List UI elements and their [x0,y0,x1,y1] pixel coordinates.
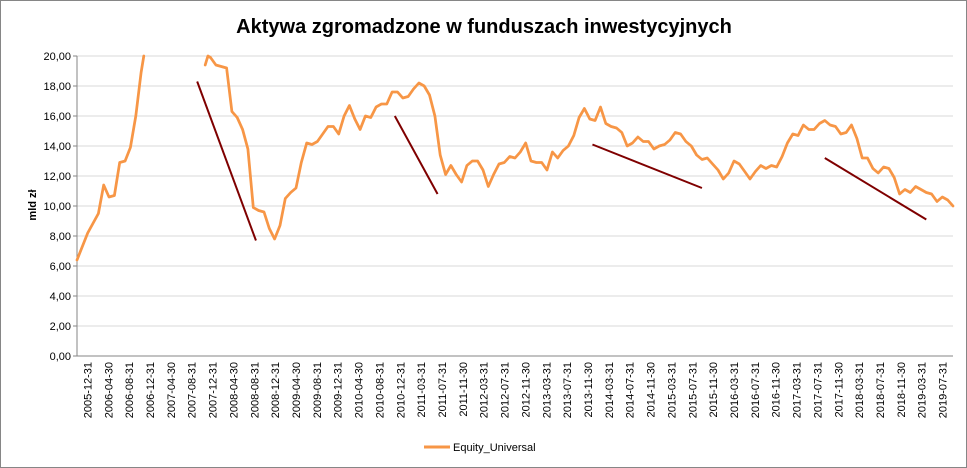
x-tick-label: 2018-11-30 [896,362,908,417]
x-tick-label: 2019-07-31 [938,362,950,418]
trend-line [393,115,439,195]
x-tick-label: 2018-03-31 [854,362,866,418]
x-tick-label: 2012-07-31 [500,362,512,418]
x-tick-label: 2009-04-30 [291,362,303,418]
legend-label: Equity_Universal [453,442,536,454]
y-tick-label: 12,00 [43,171,71,183]
x-tick-label: 2011-11-30 [458,362,470,417]
x-tick-label: 2011-07-31 [437,362,449,417]
x-tick-label: 2017-07-31 [812,362,824,418]
x-tick-label: 2016-11-30 [771,362,783,417]
x-tick-label: 2009-12-31 [333,362,345,418]
y-tick-label: 16,00 [43,111,71,123]
x-tick-label: 2014-07-31 [625,362,637,418]
x-tick-label: 2015-11-30 [708,362,720,417]
x-tick-label: 2014-03-31 [604,362,616,418]
y-tick-label: 20,00 [43,51,71,63]
x-tick-label: 2014-11-30 [646,362,658,417]
x-tick-label: 2015-03-31 [666,362,678,418]
x-tick-label: 2007-08-31 [187,362,199,418]
x-tick-label: 2012-03-31 [479,362,491,418]
x-tick-label: 2017-03-31 [792,362,804,418]
legend: Equity_Universal [424,442,536,454]
x-tick-label: 2006-04-30 [103,362,115,418]
x-tick-label: 2016-07-31 [750,362,762,418]
x-tick-label: 2013-03-31 [541,362,553,418]
chart-title: Aktywa zgromadzone w funduszach inwestyc… [236,16,732,38]
axes [76,56,953,357]
y-tick-label: 10,00 [43,201,71,213]
y-tick-label: 18,00 [43,81,71,93]
x-tick-label: 2009-08-31 [312,362,324,418]
trend-line [824,157,927,221]
x-tick-label: 2008-12-31 [270,362,282,418]
y-tick-label: 0,00 [50,351,71,363]
series-line [203,54,955,241]
trend-line [196,81,257,241]
x-tick-label: 2007-12-31 [208,362,220,418]
y-tick-label: 6,00 [50,261,71,273]
y-tick-labels: 0,00 2,00 4,00 6,00 8,00 10,00 12,00 14,00 16,00… [43,51,77,363]
x-tick-labels: 2005-12-31 2006-04-30 2006-08-31 2006-12-31… [82,362,949,418]
x-tick-label: 2010-04-30 [354,362,366,418]
trend-lines [196,81,927,241]
y-tick-label: 8,00 [50,231,71,243]
series-line [75,54,146,262]
x-tick-label: 2006-12-31 [145,362,157,418]
gridlines [77,55,953,327]
x-tick-label: 2005-12-31 [82,362,94,418]
y-axis-label: mld zł [27,189,39,220]
x-tick-label: 2010-08-31 [374,362,386,418]
series-lines [75,54,955,262]
x-tick-label: 2017-11-30 [833,362,845,417]
trend-line [592,143,703,189]
y-tick-label: 4,00 [50,291,71,303]
x-tick-label: 2010-12-31 [395,362,407,418]
x-tick-label: 2016-03-31 [729,362,741,418]
x-tick-label: 2013-11-30 [583,362,595,417]
x-tick-label: 2015-07-31 [687,362,699,418]
x-tick-label: 2011-03-31 [416,362,428,417]
x-tick-label: 2006-08-31 [124,362,136,418]
x-tick-label: 2019-03-31 [917,362,929,418]
y-tick-label: 14,00 [43,141,71,153]
x-tick-label: 2012-11-30 [520,362,532,417]
x-tick-label: 2013-07-31 [562,362,574,418]
y-tick-label: 2,00 [50,321,71,333]
x-tick-label: 2018-07-31 [875,362,887,418]
x-tick-label: 2008-08-31 [249,362,261,418]
x-tick-label: 2007-04-30 [166,362,178,418]
x-tick-label: 2008-04-30 [228,362,240,418]
